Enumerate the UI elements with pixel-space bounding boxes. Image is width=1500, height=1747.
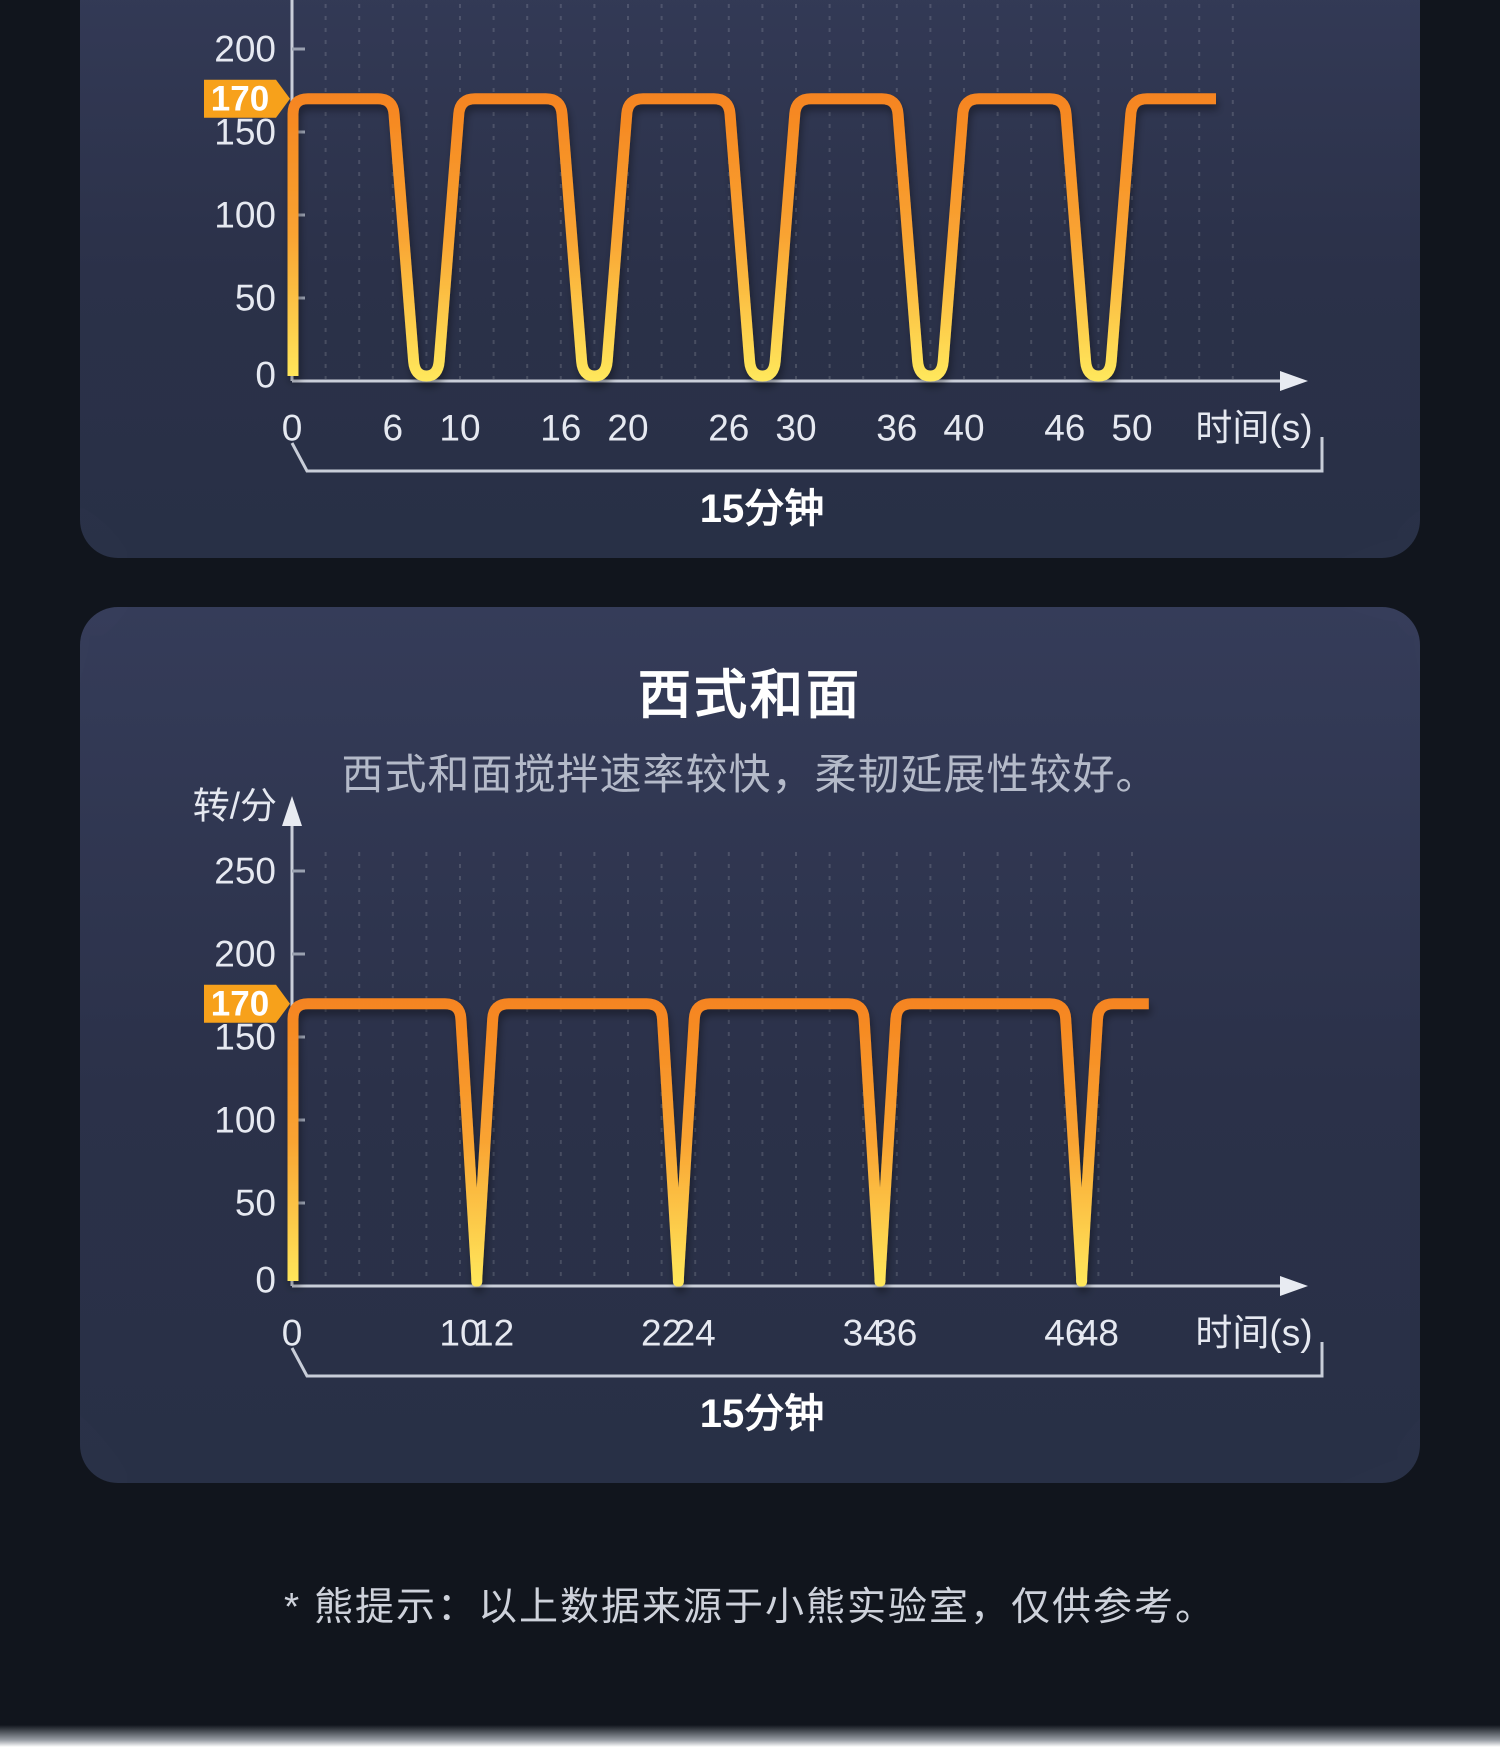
chart-subtitle: 西式和面搅拌速率较快，柔韧延展性较好。 <box>341 751 1159 798</box>
chart-panel-top <box>80 0 1420 558</box>
chart-title: 西式和面 <box>638 666 862 725</box>
bottom-divider <box>0 1725 1500 1747</box>
chart-panel-western: 西式和面 西式和面搅拌速率较快，柔韧延展性较好。 <box>80 607 1420 1483</box>
footer-note: * 熊提示：以上数据来源于小熊实验室，仅供参考。 <box>283 1586 1216 1629</box>
